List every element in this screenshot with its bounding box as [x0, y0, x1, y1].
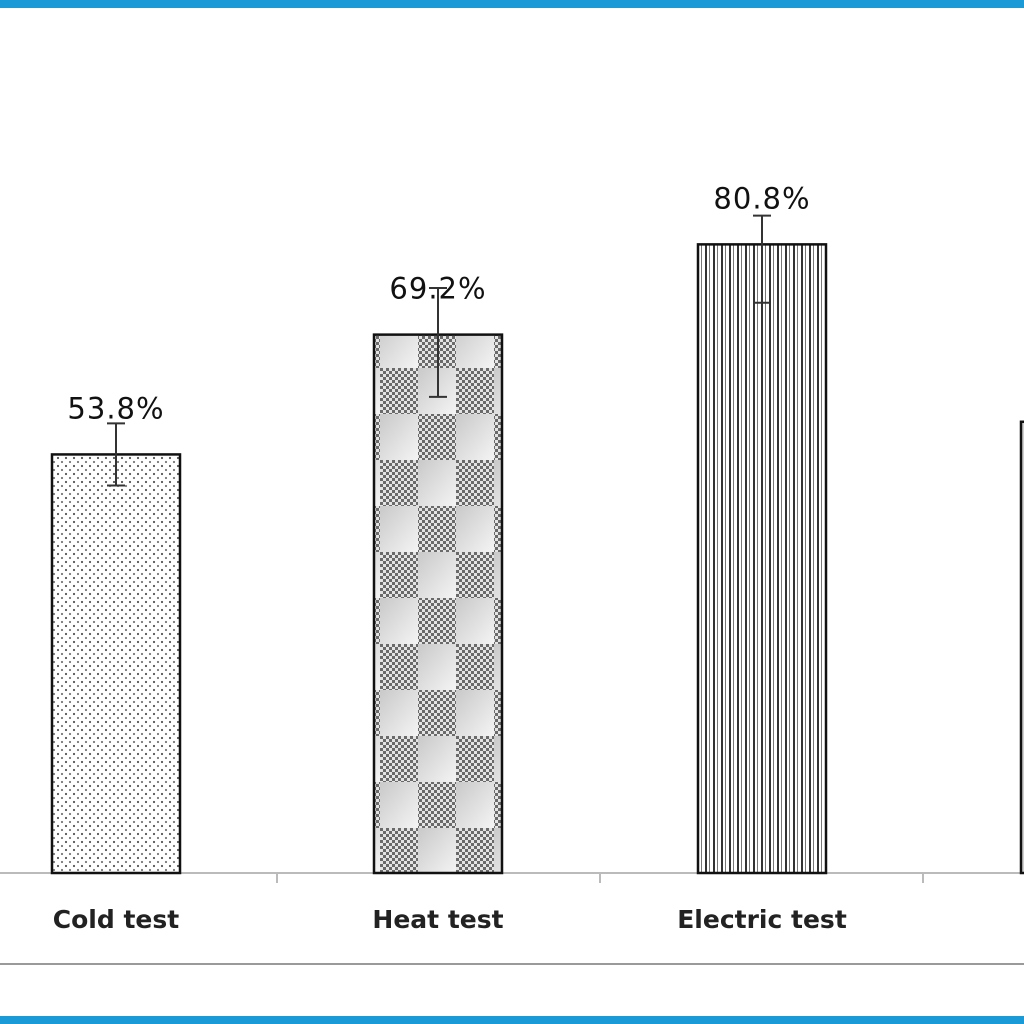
bar-cold-test — [50, 453, 182, 875]
top-frame-border — [0, 0, 1024, 8]
bar-prim — [1019, 420, 1024, 875]
error-bar — [753, 214, 771, 304]
category-label: Cold test — [53, 905, 179, 934]
category-label: Electric test — [677, 905, 847, 934]
bottom-frame-border — [0, 1016, 1024, 1024]
bottom-rule — [0, 963, 1024, 965]
value-label: 69.2% — [389, 272, 486, 306]
bar-electric-test — [696, 243, 828, 875]
bar-heat-test — [372, 333, 504, 875]
value-label: 80.8% — [713, 181, 810, 215]
category-label: Heat test — [372, 905, 503, 934]
error-bar — [429, 286, 447, 398]
value-label: 53.8% — [67, 391, 164, 425]
error-bar — [107, 422, 125, 487]
